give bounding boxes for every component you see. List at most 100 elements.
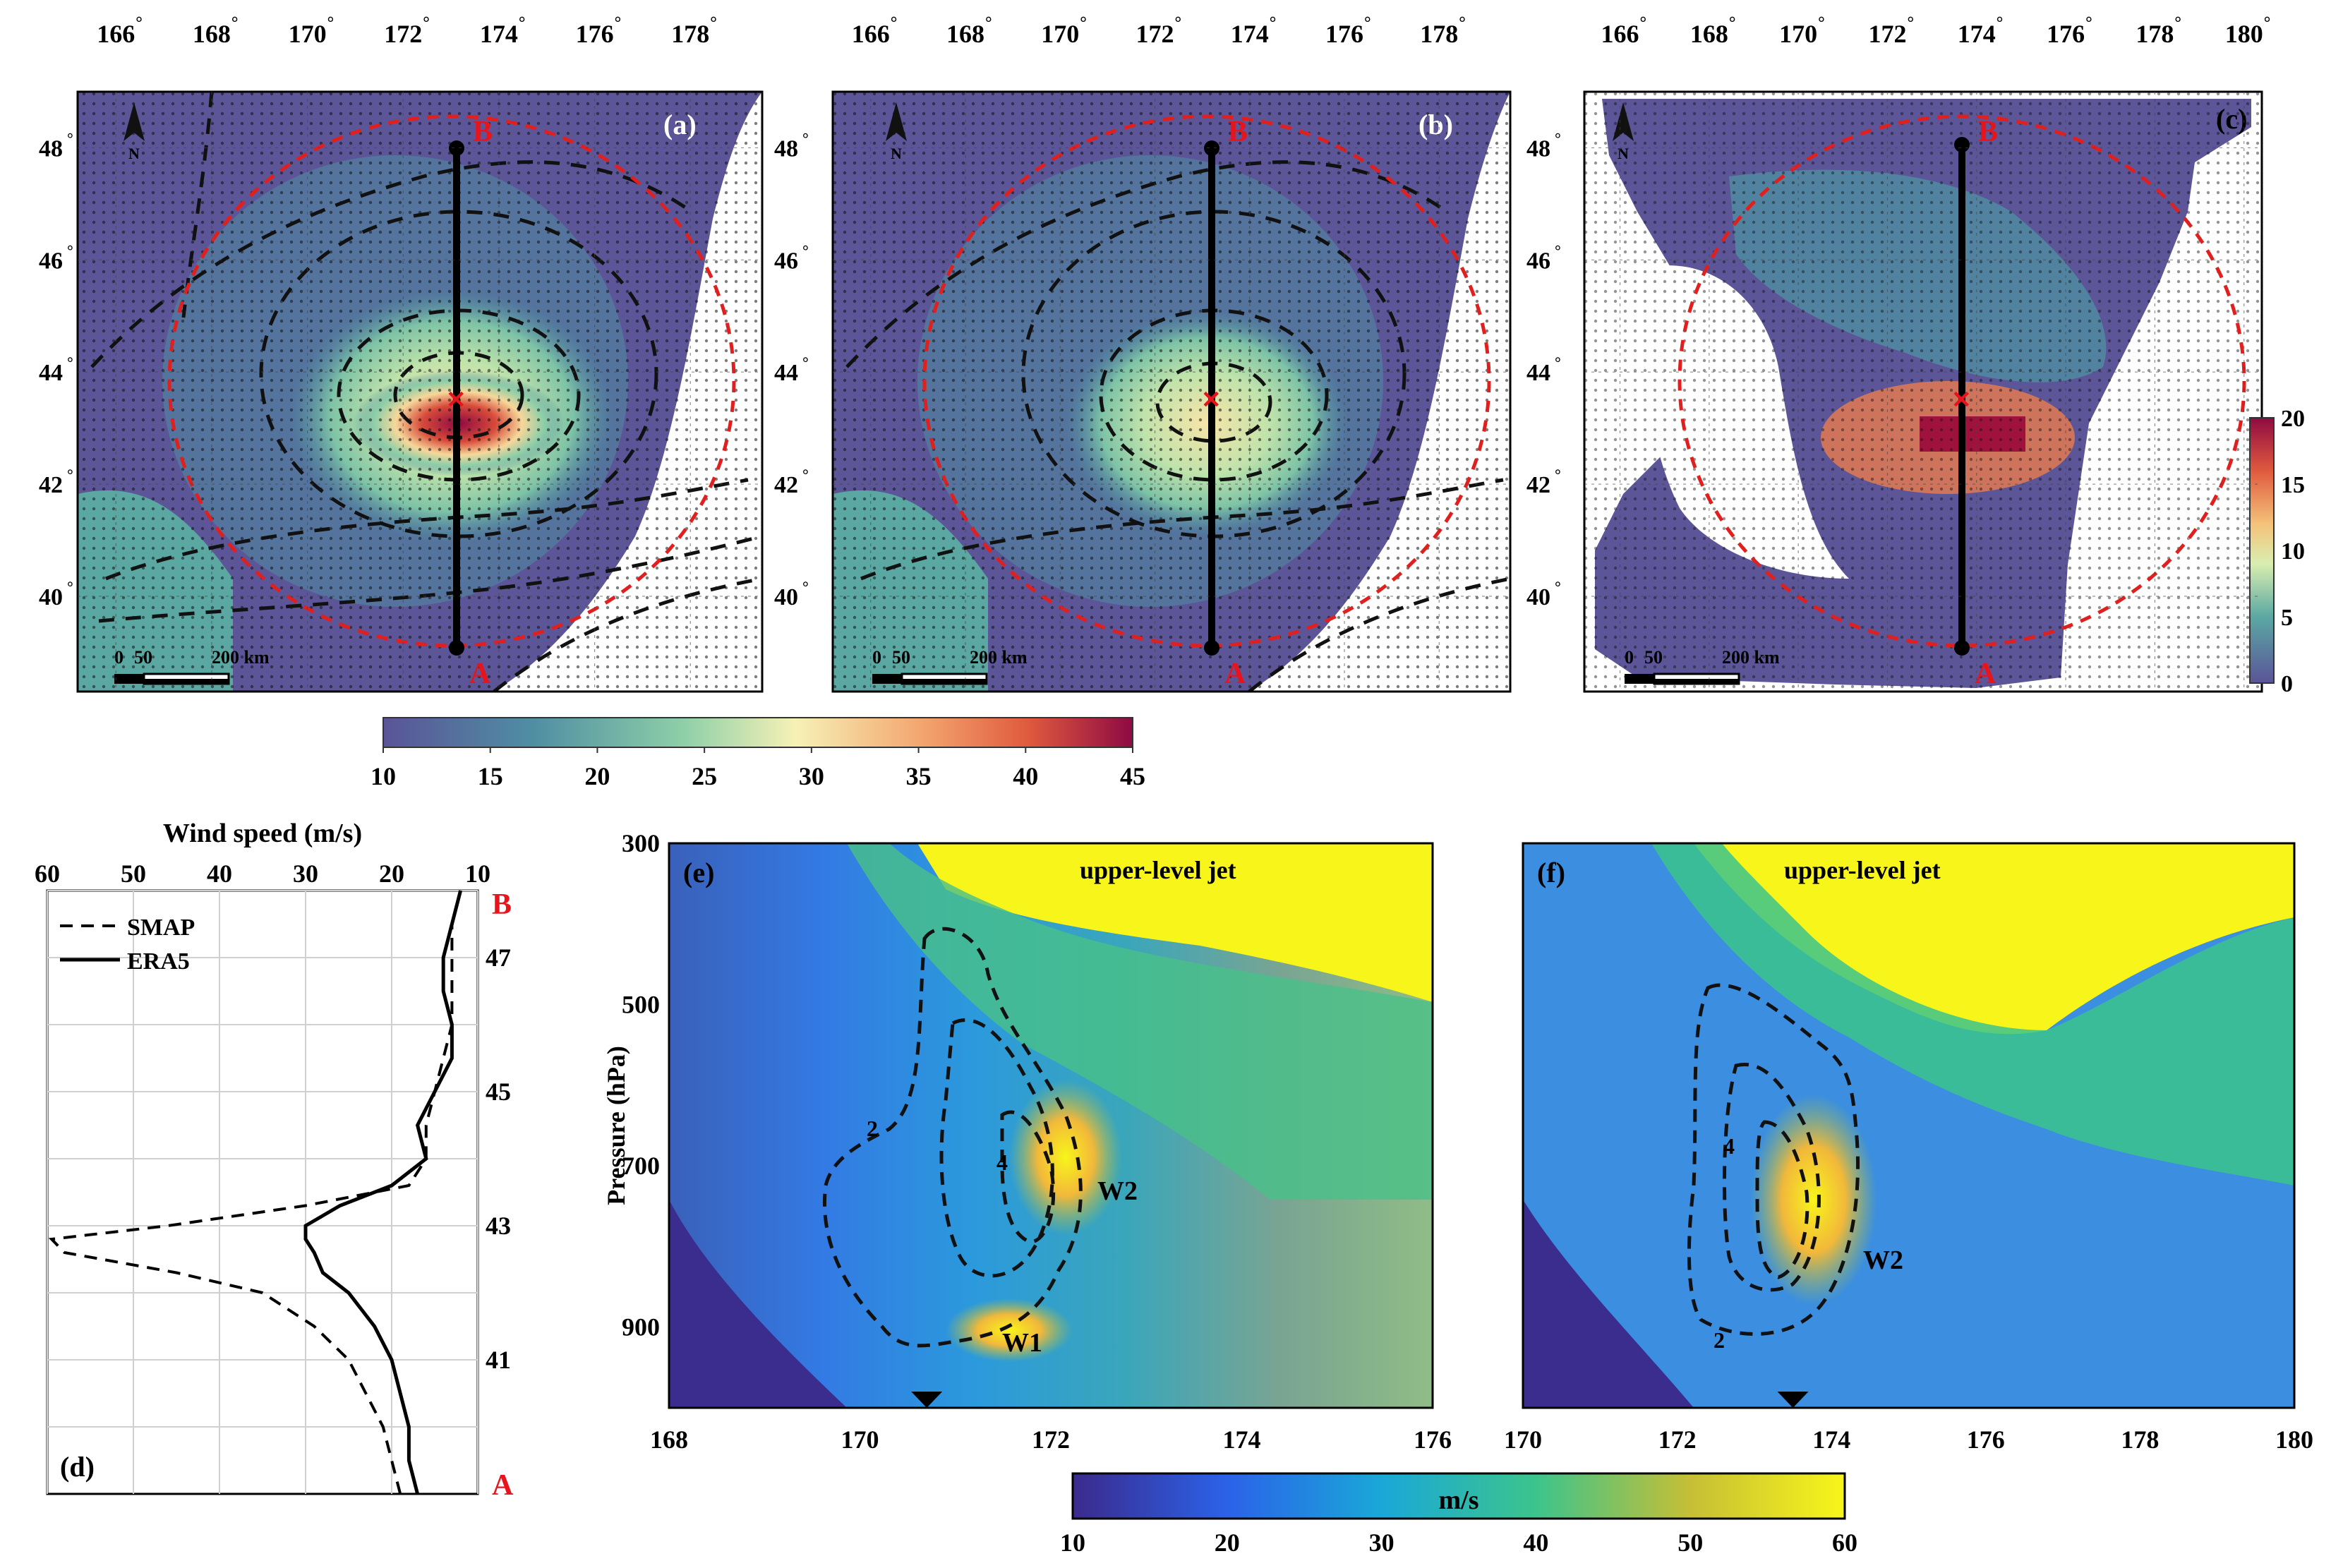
panel-f-contour-4: 4 bbox=[1723, 1133, 1735, 1159]
map-lat-tick-degree: ° bbox=[802, 129, 809, 147]
panel-e-xtick: 168 bbox=[650, 1425, 688, 1454]
map-lon-tick: 176 bbox=[576, 20, 614, 48]
panel-c-scale-mid: 50 bbox=[1644, 647, 1663, 668]
map-lon-tick-degree: ° bbox=[891, 14, 898, 32]
colorbar-ab-tick-label: 45 bbox=[1120, 762, 1145, 790]
panel-b-label-b: B bbox=[1228, 116, 1248, 148]
map-lat-tick-degree: ° bbox=[67, 578, 73, 596]
panel-b-frame bbox=[831, 90, 1512, 693]
map-lon-tick-degree: ° bbox=[1459, 14, 1466, 32]
map-lon-tick: 178 bbox=[1420, 20, 1458, 48]
colorbar-ab-tick-label: 30 bbox=[799, 762, 824, 790]
panel-d-xtick: 20 bbox=[379, 860, 404, 888]
map-lat-tick: 46 bbox=[774, 248, 798, 274]
panel-d-ytick: 47 bbox=[486, 943, 511, 972]
map-lon-tick-degree: ° bbox=[135, 14, 143, 32]
map-lat-tick: 44 bbox=[1526, 360, 1550, 386]
panel-a-map: ✕ B A (a) N 0 50 200 km bbox=[76, 90, 764, 693]
map-tick-labels: 166 ° 168 ° 170 ° 172 ° 174 ° 176 ° 178 °48 °46 °44 °42 °… bbox=[39, 14, 2270, 692]
map-lon-tick: 180 bbox=[2225, 20, 2263, 48]
panel-d-grid bbox=[47, 890, 478, 1494]
panel-e-xtick: 170 bbox=[841, 1425, 879, 1454]
map-lon-tick: 166 bbox=[852, 20, 890, 48]
map-lon-tick: 168 bbox=[193, 20, 231, 48]
panel-b-center-marker: ✕ bbox=[1201, 387, 1222, 414]
map-lon-tick-degree: ° bbox=[1818, 14, 1825, 32]
panel-b-label-a: A bbox=[1224, 658, 1246, 690]
map-lon-tick: 178 bbox=[2136, 20, 2174, 48]
map-lon-tick: 174 bbox=[1231, 20, 1269, 48]
colorbar-ef-tick-label: 60 bbox=[1832, 1528, 1857, 1557]
panel-d-xtick: 50 bbox=[121, 860, 146, 888]
map-lon-tick: 172 bbox=[1136, 20, 1174, 48]
panel-f-jet-label: upper-level jet bbox=[1784, 856, 1941, 884]
panel-b-scale-end: 200 km bbox=[970, 647, 1028, 668]
map-lon-tick-degree: ° bbox=[615, 14, 622, 32]
map-lon-tick: 178 bbox=[671, 20, 709, 48]
panel-d-xtick: 30 bbox=[293, 860, 318, 888]
panel-d-label-a: A bbox=[492, 1469, 514, 1502]
map-lon-tick-degree: ° bbox=[2264, 14, 2271, 32]
map-lat-tick: 44 bbox=[774, 360, 798, 386]
panel-e-jet-label: upper-level jet bbox=[1080, 856, 1236, 884]
panel-c-point-a-marker bbox=[1954, 640, 1970, 656]
panel-e-xtick: 176 bbox=[1414, 1425, 1452, 1454]
map-lat-tick: 48 bbox=[774, 135, 798, 162]
panel-f-position-marker bbox=[1777, 1392, 1809, 1408]
panel-b-scale-zero: 0 bbox=[872, 647, 881, 668]
panel-f-upper-jet bbox=[1694, 843, 2294, 1035]
panel-e-ytick: 500 bbox=[622, 991, 660, 1019]
colorbar-c-tick-label: 0 bbox=[2281, 671, 2293, 697]
panel-c-scale-end: 200 km bbox=[1722, 647, 1780, 668]
panel-f-cross-section: (f) upper-level jet W2 2 4 170 172 174 176 1… bbox=[1504, 842, 2313, 1454]
panel-a-significance-dots bbox=[78, 92, 762, 692]
map-lon-tick-degree: ° bbox=[1907, 14, 1914, 32]
panel-e-xticks: 168 170 172 174 176 bbox=[650, 1425, 1452, 1454]
map-lat-tick-degree: ° bbox=[1555, 129, 1561, 147]
panel-a-scale-end: 200 km bbox=[212, 647, 270, 668]
panel-f-w2-label: W2 bbox=[1863, 1246, 1903, 1275]
panel-f-w2-core bbox=[1750, 1094, 1877, 1305]
map-lon-tick-degree: ° bbox=[1996, 14, 2004, 32]
map-lon-tick-degree: ° bbox=[1270, 14, 1277, 32]
map-lat-tick-degree: ° bbox=[67, 129, 73, 147]
panel-e-ytick: 300 bbox=[622, 829, 660, 857]
panel-c-scale-bar: 0 50 200 km bbox=[1625, 647, 1780, 685]
panel-e-contour-4: 4 bbox=[996, 1150, 1008, 1175]
map-lon-tick: 176 bbox=[2047, 20, 2085, 48]
panel-e-w1-label: W1 bbox=[1002, 1328, 1042, 1358]
panel-f-xtick: 170 bbox=[1504, 1425, 1542, 1454]
speed-colorbar-label: m/s bbox=[1439, 1485, 1479, 1515]
map-lat-tick-degree: ° bbox=[802, 466, 809, 483]
panel-e-upper-jet bbox=[917, 843, 1433, 1002]
panel-b-tag: (b) bbox=[1419, 109, 1453, 140]
map-lon-tick: 176 bbox=[1325, 20, 1363, 48]
colorbar-ef-tick-label: 10 bbox=[1060, 1528, 1085, 1557]
panel-d-frame bbox=[46, 889, 479, 1495]
panel-e-low-region bbox=[669, 1200, 847, 1408]
panel-f-xticks: 170 172 174 176 178 180 bbox=[1504, 1425, 2313, 1454]
panel-d-ytick: 45 bbox=[486, 1078, 511, 1106]
map-lon-tick-degree: ° bbox=[1175, 14, 1182, 32]
panel-b-radius-circle bbox=[922, 114, 1491, 648]
panel-c-center-marker: ✕ bbox=[1951, 387, 1972, 414]
panel-c-colorbar-ticks: 20 15 10 5 0 bbox=[2281, 406, 2305, 697]
map-lat-tick-degree: ° bbox=[1555, 354, 1561, 371]
panel-d-profile: Wind speed (m/s) 60 50 40 30 20 10 47 45 43 41 S… bbox=[35, 819, 514, 1502]
panel-f-mid-region bbox=[1651, 843, 2294, 1186]
map-lat-tick: 42 bbox=[39, 472, 63, 498]
panel-e-ylabel: Pressure (hPa) bbox=[602, 1046, 630, 1205]
map-lat-tick: 40 bbox=[1526, 584, 1550, 610]
map-lon-tick-degree: ° bbox=[327, 14, 335, 32]
map-lon-tick: 172 bbox=[384, 20, 422, 48]
map-lon-tick: 166 bbox=[97, 20, 135, 48]
map-lon-tick-degree: ° bbox=[1364, 14, 1371, 32]
map-lon-tick-degree: ° bbox=[1640, 14, 1647, 32]
speed-colorbar-ef bbox=[1071, 1472, 1846, 1520]
panel-f-xtick: 180 bbox=[2275, 1425, 2313, 1454]
panel-c-frame bbox=[1583, 90, 2263, 693]
colorbar-c-tick-label: 20 bbox=[2281, 406, 2305, 432]
panel-e-frame bbox=[668, 842, 1434, 1409]
panel-e-position-marker bbox=[911, 1392, 943, 1408]
